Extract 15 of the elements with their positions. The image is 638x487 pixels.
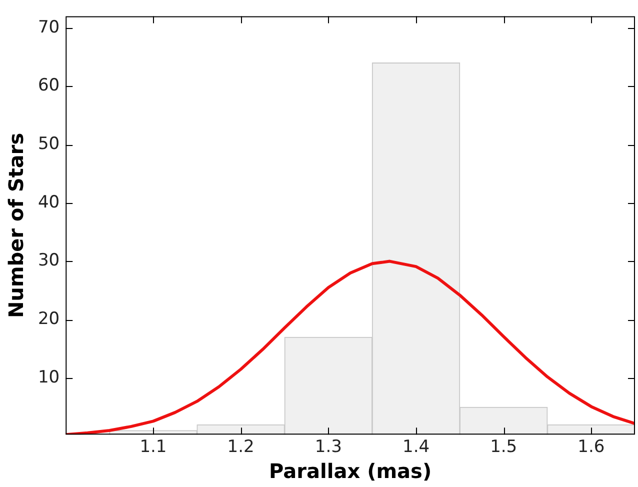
x-tick-label: 1.4 [402,437,430,458]
x-axis-title: Parallax (mas) [269,459,432,484]
x-tick-label: 1.5 [490,437,518,458]
y-tick-label: 10 [38,367,60,388]
y-axis-title: Number of Stars [4,132,28,318]
x-tick-label: 1.3 [314,437,342,458]
y-tick-label: 20 [38,309,60,330]
y-tick-label: 40 [38,192,60,212]
x-tick-label: 1.6 [578,437,605,458]
x-tick-label: 1.2 [227,437,254,458]
x-tick-label: 1.1 [140,437,167,458]
y-tick-label: 30 [38,250,60,271]
y-tick-label: 60 [38,76,60,96]
y-tick-label: 70 [38,17,60,38]
y-tick-label: 50 [38,134,60,154]
